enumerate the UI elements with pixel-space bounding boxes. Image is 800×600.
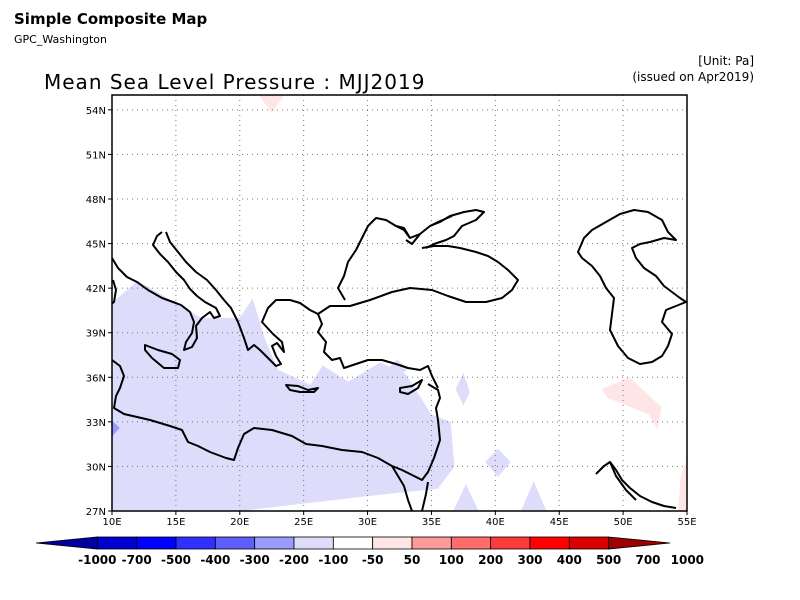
anomaly-region-2 xyxy=(455,372,470,406)
coastline-cyprus xyxy=(399,379,423,395)
anomaly-region-3 xyxy=(485,448,511,477)
colorbar-swatch-5 xyxy=(254,536,295,550)
colorbar-swatch-0 xyxy=(35,536,98,550)
colorbar-label: 50 xyxy=(404,553,421,567)
colorbar-label: 500 xyxy=(596,553,621,567)
coastline-north-africa xyxy=(112,359,441,481)
coastline-anatolia xyxy=(317,245,519,389)
anomaly-region-5 xyxy=(520,481,547,511)
anomaly-region-7 xyxy=(601,377,662,430)
coastline-sinai xyxy=(391,465,429,511)
anomaly-region-4 xyxy=(453,484,479,511)
lon-tick-label: 10E xyxy=(102,517,121,528)
colorbar-swatch-6 xyxy=(293,536,334,550)
map-source-label: GPC_Washington xyxy=(14,33,107,46)
anomaly-shading-layer xyxy=(112,95,687,511)
colorbar-label: -100 xyxy=(318,553,348,567)
colorbar-label: 200 xyxy=(478,553,503,567)
lon-tick-label: 40E xyxy=(486,517,505,528)
colorbar-label: 1000 xyxy=(671,553,704,567)
lon-tick-label: 35E xyxy=(422,517,441,528)
lat-tick-label: 45N xyxy=(86,240,106,251)
colorbar-swatch-10 xyxy=(450,536,492,550)
lon-tick-label: 25E xyxy=(294,517,313,528)
unit-label: [Unit: Pa] xyxy=(698,54,754,68)
colorbar-swatch-4 xyxy=(214,536,256,550)
lat-tick-label: 39N xyxy=(86,329,106,340)
colorbar-swatch-9 xyxy=(411,536,452,550)
colorbar-label: -500 xyxy=(161,553,191,567)
graticule xyxy=(112,95,687,511)
anomaly-region-0 xyxy=(112,280,455,511)
lat-tick-label: 48N xyxy=(86,195,106,206)
coastline-adriatic xyxy=(112,231,319,367)
colorbar-swatch-14 xyxy=(608,536,671,550)
lon-tick-label: 45E xyxy=(550,517,569,528)
issued-label: (issued on Apr2019) xyxy=(632,70,754,84)
colorbar-label: -50 xyxy=(362,553,384,567)
anomaly-region-9 xyxy=(258,95,285,113)
colorbar-swatch-12 xyxy=(529,536,570,550)
lat-tick-label: 33N xyxy=(86,418,106,429)
coastline-caspian xyxy=(577,209,687,365)
colorbar-label: 300 xyxy=(517,553,542,567)
anomaly-region-6 xyxy=(112,420,120,437)
lon-tick-label: 30E xyxy=(358,517,377,528)
coastline-persian-gulf xyxy=(595,461,677,509)
lat-tick-label: 54N xyxy=(86,106,106,117)
lat-tick-label: 30N xyxy=(86,462,106,473)
colorbar-label: -400 xyxy=(200,553,230,567)
colorbar-swatch-3 xyxy=(175,536,216,550)
lon-tick-label: 50E xyxy=(614,517,633,528)
lat-tick-label: 42N xyxy=(86,284,106,295)
coastline-crete xyxy=(285,384,319,393)
colorbar-label: 400 xyxy=(557,553,582,567)
map-header-title: Simple Composite Map xyxy=(14,10,208,28)
colorbar: -1000 -700 -500 -400 -300 -200 -100 -50 50 100 200… xyxy=(35,536,704,567)
map-title: Mean Sea Level Pressure : MJJ2019 xyxy=(44,70,426,94)
lon-tick-label: 15E xyxy=(166,517,185,528)
lat-tick-label: 51N xyxy=(86,150,106,161)
lat-tick-label: 27N xyxy=(86,507,106,518)
colorbar-swatch-11 xyxy=(490,536,531,550)
map-frame xyxy=(111,94,688,512)
colorbar-swatch-2 xyxy=(136,536,177,550)
colorbar-label: 700 xyxy=(635,553,660,567)
coastline-azov xyxy=(395,215,453,239)
coastline-sicily xyxy=(144,344,181,369)
colorbar-label: -300 xyxy=(240,553,270,567)
coastline-layer xyxy=(112,209,687,511)
coastline-black-sea xyxy=(337,209,485,301)
axis-labels: 10E 15E 20E 25E 30E 35E 40E 45E 50E 55E 27N 30N 33N 3… xyxy=(86,106,697,528)
colorbar-swatch-7 xyxy=(332,536,374,550)
colorbar-label: -1000 xyxy=(78,553,116,567)
lon-tick-label: 55E xyxy=(677,517,696,528)
colorbar-label: -700 xyxy=(122,553,152,567)
anomaly-region-8 xyxy=(678,459,687,511)
colorbar-swatch-13 xyxy=(568,536,610,550)
colorbar-swatch-1 xyxy=(96,536,138,550)
colorbar-label: -200 xyxy=(279,553,309,567)
lat-tick-label: 36N xyxy=(86,373,106,384)
colorbar-label: 100 xyxy=(439,553,464,567)
lon-tick-label: 20E xyxy=(230,517,249,528)
colorbar-swatch-8 xyxy=(372,536,413,550)
anomaly-region-1 xyxy=(386,359,409,379)
